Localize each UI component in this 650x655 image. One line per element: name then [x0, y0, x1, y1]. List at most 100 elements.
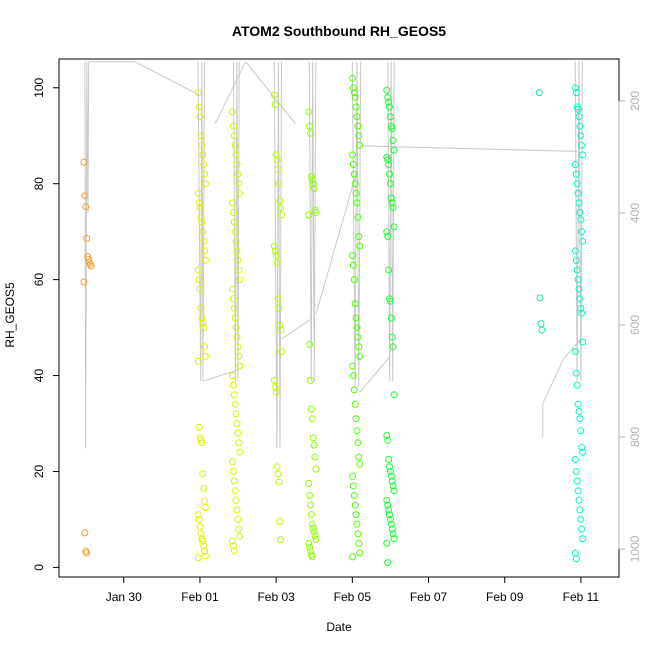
data-point: [83, 234, 91, 242]
data-point: [80, 158, 88, 166]
data-point: [576, 122, 584, 130]
data-point: [308, 176, 316, 184]
data-point: [235, 266, 243, 274]
data-point: [235, 352, 243, 360]
data-point: [571, 549, 579, 557]
data-point: [349, 261, 357, 269]
x-tick-label: Feb 07: [410, 590, 448, 604]
data-point: [572, 256, 580, 264]
data-point: [195, 199, 203, 207]
data-point: [194, 89, 202, 97]
data-point: [200, 484, 208, 492]
data-point: [349, 482, 357, 490]
profile-line: [308, 61, 317, 382]
data-point: [274, 295, 282, 303]
data-point: [579, 338, 587, 346]
data-point: [312, 465, 320, 473]
data-point: [272, 252, 280, 260]
data-point: [571, 348, 579, 356]
data-point: [278, 348, 286, 356]
data-point: [307, 501, 314, 509]
data-point: [352, 103, 360, 111]
data-point: [270, 91, 278, 99]
x-axis-label: Date: [326, 620, 352, 634]
data-point: [349, 84, 357, 92]
data-point: [383, 86, 391, 94]
data-point: [383, 228, 391, 236]
data-point: [350, 276, 358, 284]
connector-line: [281, 318, 311, 340]
data-point: [349, 372, 357, 380]
data-point: [201, 170, 209, 178]
data-point: [575, 496, 583, 504]
data-point: [579, 535, 587, 543]
data-point: [81, 192, 89, 200]
data-point: [579, 237, 587, 245]
data-point: [272, 388, 280, 396]
data-point: [354, 213, 362, 221]
data-point: [275, 180, 283, 188]
data-point: [233, 420, 241, 427]
data-point: [386, 170, 393, 178]
data-point: [352, 511, 360, 519]
data-point: [309, 524, 317, 532]
data-point: [351, 501, 359, 509]
data-point: [388, 333, 396, 341]
data-point: [202, 352, 209, 360]
data-point: [276, 321, 284, 329]
data-point: [83, 549, 91, 557]
data-point: [201, 547, 209, 555]
axes: Jan 30 Feb 01 Feb 03 Feb 05 Feb 07 Feb 09 Feb …: [32, 77, 642, 604]
data-point: [200, 542, 208, 550]
data-point: [387, 520, 395, 528]
data-point: [389, 530, 397, 538]
data-point: [82, 203, 90, 211]
y-tick-label: 100: [32, 77, 46, 97]
data-point: [386, 103, 393, 111]
data-point: [385, 506, 393, 514]
data-point: [274, 165, 282, 173]
data-point: [386, 463, 393, 471]
data-point: [571, 161, 579, 168]
data-point: [388, 477, 396, 485]
data-point: [349, 151, 356, 159]
data-point: [200, 161, 208, 168]
data-point: [274, 470, 282, 478]
data-point: [201, 247, 209, 255]
data-point: [231, 141, 239, 149]
data-point: [388, 525, 396, 533]
connector-line: [542, 358, 565, 404]
data-point: [199, 537, 207, 545]
data-point: [356, 242, 364, 250]
data-point: [231, 400, 239, 408]
data-point: [229, 458, 236, 466]
data-point: [277, 326, 285, 334]
data-point: [310, 185, 318, 192]
data-point: [271, 247, 279, 255]
data-point: [277, 536, 285, 544]
data-point: [198, 218, 206, 226]
data-point: [198, 141, 206, 149]
connector-line: [203, 369, 239, 382]
data-point: [571, 84, 579, 92]
data-point: [354, 439, 362, 447]
y-tick-label: 0: [32, 564, 46, 571]
data-point: [538, 326, 546, 334]
data-point: [229, 285, 236, 293]
data-point: [384, 501, 392, 509]
data-point: [311, 532, 319, 540]
data-point: [236, 189, 244, 197]
data-point: [536, 294, 544, 302]
data-point: [353, 199, 361, 207]
profile-line: [574, 61, 583, 382]
data-point: [230, 132, 238, 140]
data-point: [230, 477, 238, 485]
data-point: [233, 247, 241, 255]
data-point: [579, 448, 587, 456]
data-point: [277, 204, 285, 212]
data-point: [571, 247, 579, 255]
data-point: [234, 515, 242, 523]
profile-line: [273, 61, 282, 449]
data-point: [198, 314, 206, 322]
data-point: [311, 453, 319, 461]
